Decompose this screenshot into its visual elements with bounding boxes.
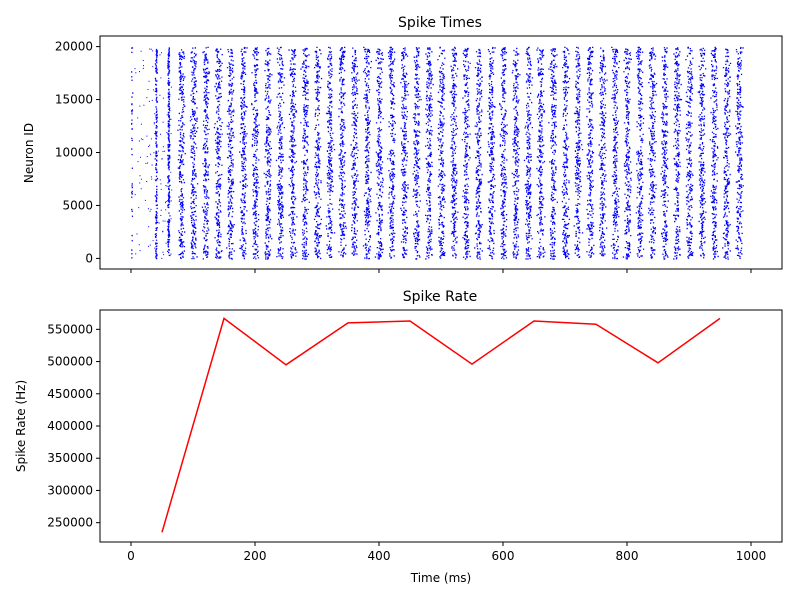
- x-axis-label: Time (ms): [410, 571, 472, 585]
- plot-frame: [99, 309, 783, 543]
- x-tick-label: 400: [368, 549, 391, 563]
- y-tick-label: 350000: [47, 451, 93, 465]
- y-ticks: 250000 300000 350000 400000 450000 500000 5500…: [47, 322, 100, 530]
- spike-rate-chart: Spike Rate 0 200 400 600 800 1000 250000 30000…: [14, 289, 783, 585]
- x-ticks: 0 200 400 600 800 1000: [127, 542, 766, 563]
- y-tick-label: 550000: [47, 322, 93, 336]
- y-axis-label: Spike Rate (Hz): [14, 380, 28, 472]
- chart-title: Spike Times: [398, 15, 482, 31]
- y-tick-label: 500000: [47, 355, 93, 369]
- y-tick-label: 450000: [47, 387, 93, 401]
- y-axis-label: Neuron ID: [22, 123, 36, 183]
- x-tick-label: 800: [616, 549, 639, 563]
- x-ticks: [130, 269, 752, 273]
- spike-points: [131, 46, 744, 260]
- y-tick-label: 15000: [55, 93, 93, 107]
- chart-title: Spike Rate: [403, 289, 477, 305]
- y-tick-label: 300000: [47, 483, 93, 497]
- y-tick-label: 0: [85, 251, 93, 265]
- x-tick-label: 200: [244, 549, 267, 563]
- raster-points: [131, 46, 744, 260]
- series-line-spike-rate: [161, 317, 721, 533]
- y-tick-label: 5000: [62, 198, 93, 212]
- y-ticks: 0 5000 10000 15000 20000: [55, 40, 100, 265]
- y-tick-label: 400000: [47, 419, 93, 433]
- spike-times-chart: Spike Times 0 5000 10000 15000 20000 Neuron …: [22, 15, 783, 273]
- x-tick-label: 600: [492, 549, 515, 563]
- y-tick-label: 10000: [55, 146, 93, 160]
- x-tick-label: 0: [127, 549, 135, 563]
- y-tick-label: 250000: [47, 516, 93, 530]
- x-tick-label: 1000: [736, 549, 767, 563]
- y-tick-label: 20000: [55, 40, 93, 54]
